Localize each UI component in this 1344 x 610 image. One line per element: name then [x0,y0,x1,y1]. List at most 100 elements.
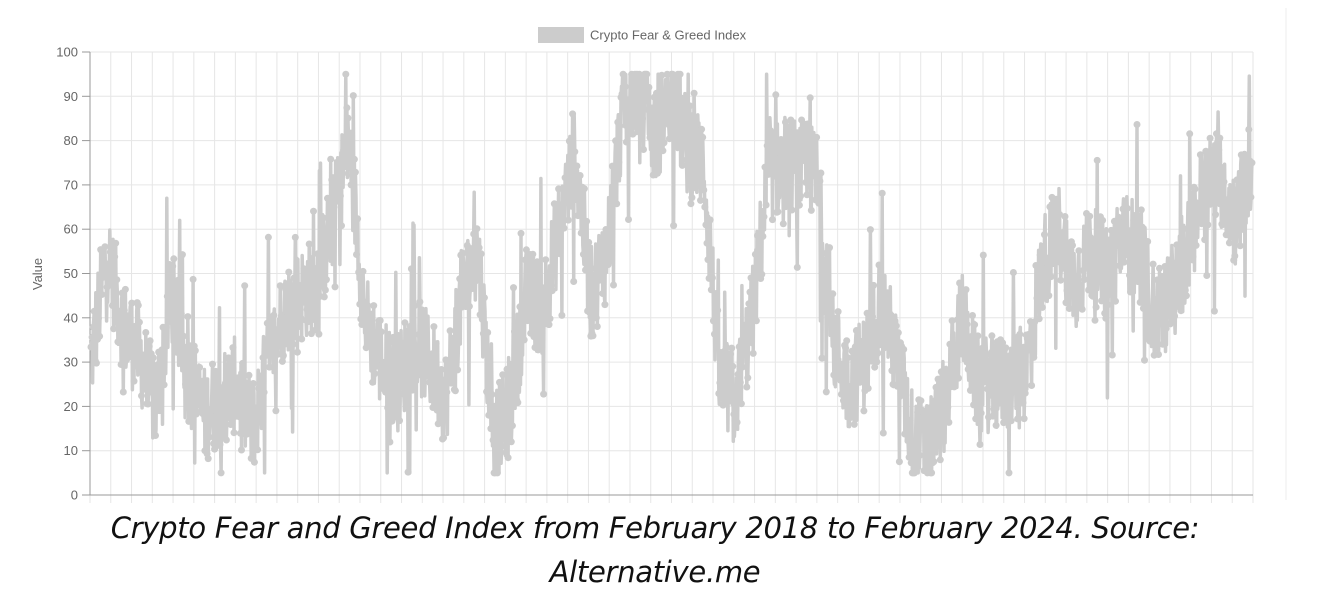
data-point [928,469,936,477]
data-point [501,397,509,405]
data-point [149,354,157,362]
data-point [879,429,887,437]
legend[interactable]: Crypto Fear & Greed Index [538,27,747,43]
data-point [761,163,769,171]
data-point [1036,251,1044,259]
data-point [1177,307,1185,315]
data-point [797,192,804,200]
data-point [249,380,257,387]
data-point [713,289,721,297]
data-point [287,290,295,298]
data-point [999,339,1007,347]
data-point [1009,269,1017,276]
data-point [780,155,788,163]
data-point [1020,415,1028,423]
data-point [974,332,982,340]
data-point [837,390,845,398]
data-point [956,279,964,287]
data-point [96,332,104,340]
data-point [699,133,707,141]
data-point [981,378,989,386]
data-point [113,276,121,284]
data-point [299,284,307,292]
data-point [1041,231,1048,239]
data-point [1221,214,1229,222]
data-point [916,451,924,459]
data-point [788,206,796,214]
data-point [1021,389,1029,397]
data-point [569,110,577,118]
data-point [433,406,441,414]
data-point [169,262,177,270]
data-point [639,115,646,123]
data-point [723,357,731,364]
data-point [204,455,212,463]
data-point [1157,277,1165,285]
data-point [1139,304,1147,312]
data-point [141,373,149,381]
data-point [1030,353,1038,361]
data-point [802,178,810,186]
data-point [315,330,323,338]
data-point [1087,234,1095,242]
data-point [115,307,123,315]
data-point [413,344,421,351]
data-point [765,135,773,143]
data-point [805,134,813,142]
data-point [1198,220,1205,228]
data-point [1053,202,1061,210]
data-point [132,362,140,370]
data-point [455,335,463,343]
data-point [995,371,1003,379]
data-point [895,458,903,466]
data-point [546,315,554,323]
data-point [640,146,647,153]
data-point [886,310,894,318]
data-point [414,353,422,361]
data-point [510,284,517,292]
data-point [1100,283,1108,291]
data-point [935,381,943,389]
data-point [530,333,538,341]
data-point [1243,152,1251,160]
data-point [960,344,968,352]
data-point [954,316,961,324]
data-point [849,405,857,413]
data-point [992,421,1000,429]
data-point [1148,310,1156,318]
data-point [979,251,987,259]
data-point [1167,272,1175,280]
data-point [831,324,839,332]
data-point [615,158,623,166]
data-point [1019,399,1027,407]
data-point [1057,276,1065,284]
data-point [760,213,768,221]
data-point [600,269,608,277]
data-point [637,77,645,85]
data-point [407,265,415,273]
data-point [330,203,338,211]
data-point [506,404,514,412]
data-point [446,327,454,335]
data-point [857,362,865,370]
data-point [268,322,276,330]
data-point [238,446,245,454]
data-point [264,233,272,241]
data-point [821,308,829,316]
data-point [87,343,95,351]
data-point [1215,146,1223,154]
data-point [255,384,263,392]
data-point [172,297,180,305]
data-point [636,83,644,91]
data-point [1236,242,1244,250]
data-point [399,339,407,347]
data-point [160,381,168,389]
data-point [832,314,840,322]
data-point [503,365,511,373]
data-point [243,430,251,438]
data-point [370,302,378,310]
data-point [1212,211,1219,219]
data-point [434,420,442,428]
data-point [498,442,506,450]
data-point [549,264,557,272]
